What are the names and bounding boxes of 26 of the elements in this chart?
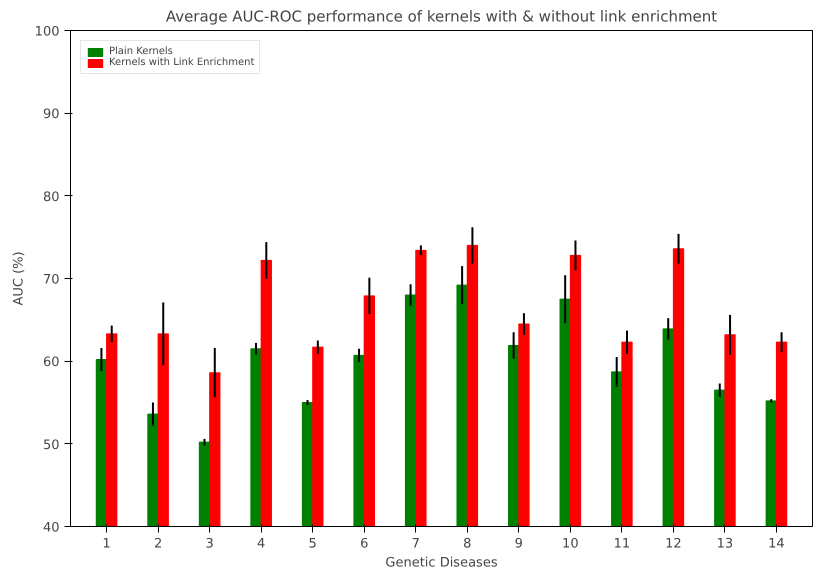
y-tick-label: 100 xyxy=(34,24,60,40)
x-axis-title: Genetic Diseases xyxy=(385,556,498,570)
x-tick-label: 8 xyxy=(463,536,472,552)
x-tick-label: 11 xyxy=(614,536,630,552)
y-tick-label: 50 xyxy=(42,438,60,453)
y-tick-label: 80 xyxy=(42,190,60,205)
x-tick-label: 14 xyxy=(768,536,785,552)
x-tick-label: 2 xyxy=(154,536,162,552)
y-tick-label: 70 xyxy=(42,272,60,288)
y-axis-title: AUC (%) xyxy=(12,251,27,306)
legend-label: Plain Kernels xyxy=(109,46,173,57)
x-tick-label: 9 xyxy=(514,536,523,552)
x-tick-label: 5 xyxy=(308,536,317,552)
x-tick-label: 7 xyxy=(412,536,420,552)
x-tick-label: 1 xyxy=(102,536,111,552)
x-tick-label: 13 xyxy=(716,536,734,552)
y-tick-label: 90 xyxy=(42,107,60,122)
chart-title: Average AUC-ROC performance of kernels with & without link enrichment xyxy=(166,8,718,26)
legend-label: Kernels with Link Enrichment xyxy=(109,57,254,68)
y-tick-label: 40 xyxy=(42,520,60,536)
x-tick-label: 10 xyxy=(562,536,579,552)
x-tick-label: 6 xyxy=(360,536,368,552)
x-tick-label: 4 xyxy=(257,536,266,552)
x-tick-label: 3 xyxy=(205,536,214,552)
y-tick-label: 60 xyxy=(42,355,60,370)
x-tick-label: 12 xyxy=(665,536,682,552)
